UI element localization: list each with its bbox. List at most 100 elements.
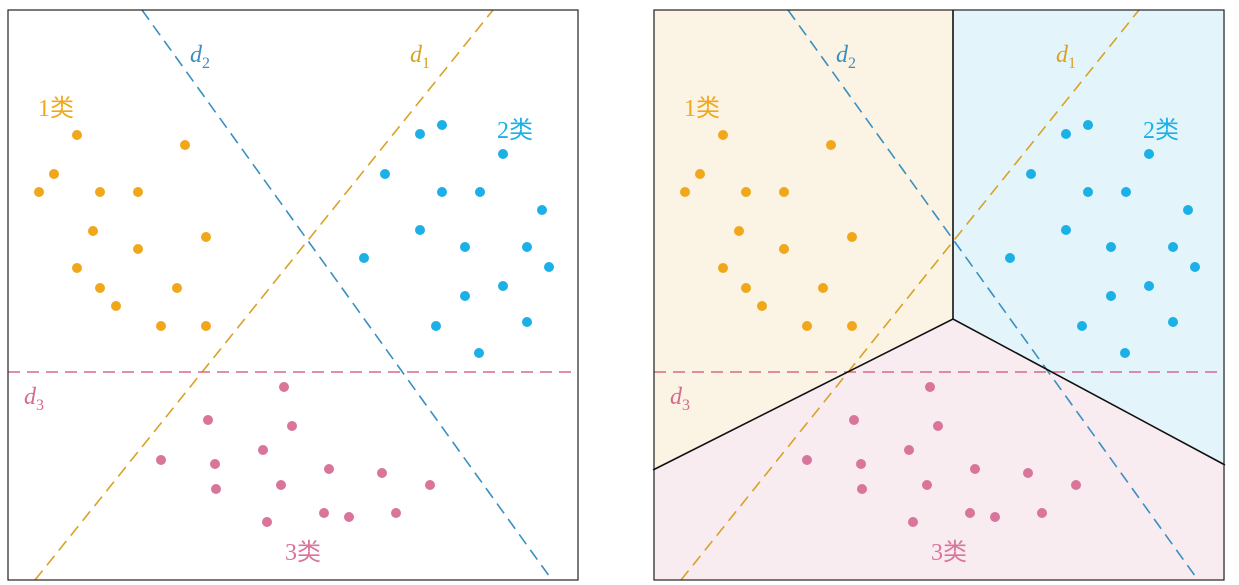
point: [111, 301, 121, 311]
boundary: [652, 318, 1226, 471]
point: [1121, 187, 1131, 197]
point: [779, 244, 789, 254]
point: [908, 517, 918, 527]
point: [34, 187, 44, 197]
point: [203, 415, 213, 425]
point: [258, 445, 268, 455]
point: [319, 508, 329, 518]
point: [757, 301, 767, 311]
region-3: [653, 319, 1225, 580]
point: [537, 205, 547, 215]
point: [970, 464, 980, 474]
point: [88, 226, 98, 236]
point: [1168, 317, 1178, 327]
line-subscript: 2: [202, 55, 210, 72]
line-subscript: 3: [36, 397, 44, 414]
line-symbol: d: [670, 384, 683, 410]
point: [1106, 242, 1116, 252]
line-subscript: 3: [682, 397, 690, 414]
class-label: 1类: [38, 95, 74, 122]
point: [498, 149, 508, 159]
line-label: d1: [1056, 42, 1076, 72]
class-label: 3类: [931, 539, 967, 566]
point: [49, 169, 59, 179]
line-symbol: d: [836, 42, 849, 68]
point: [201, 232, 211, 242]
point: [1037, 508, 1047, 518]
point: [1023, 468, 1033, 478]
region-1: [653, 10, 953, 470]
line-symbol: d: [24, 384, 37, 410]
point: [965, 508, 975, 518]
point: [201, 321, 211, 331]
point: [498, 281, 508, 291]
point: [211, 484, 221, 494]
point: [437, 120, 447, 130]
point: [734, 226, 744, 236]
point: [1144, 281, 1154, 291]
line-d1: [34, 9, 494, 581]
line-label: d2: [836, 42, 856, 72]
point: [180, 140, 190, 150]
point: [933, 421, 943, 431]
point: [847, 232, 857, 242]
class-label: 1类: [684, 95, 720, 122]
point: [1061, 129, 1071, 139]
point: [133, 187, 143, 197]
point: [72, 130, 82, 140]
point: [849, 415, 859, 425]
region-2: [953, 10, 1225, 465]
point: [718, 263, 728, 273]
point: [990, 512, 1000, 522]
line-subscript: 2: [848, 55, 856, 72]
point: [1061, 225, 1071, 235]
point: [1083, 120, 1093, 130]
point: [1026, 169, 1036, 179]
point: [695, 169, 705, 179]
point: [380, 169, 390, 179]
point: [431, 321, 441, 331]
line-label: d3: [24, 384, 44, 414]
point: [415, 129, 425, 139]
point: [95, 283, 105, 293]
point: [904, 445, 914, 455]
point: [1183, 205, 1193, 215]
frame: [653, 9, 1225, 581]
point: [1190, 262, 1200, 272]
point: [818, 283, 828, 293]
point: [857, 484, 867, 494]
point: [522, 317, 532, 327]
point: [802, 321, 812, 331]
line-label: d2: [190, 42, 210, 72]
line-subscript: 1: [422, 55, 430, 72]
point: [718, 130, 728, 140]
point: [1005, 253, 1015, 263]
point: [1144, 149, 1154, 159]
point: [95, 187, 105, 197]
point: [172, 283, 182, 293]
point: [522, 242, 532, 252]
point: [377, 468, 387, 478]
line-d1: [680, 9, 1140, 581]
line-label: d1: [410, 42, 430, 72]
point: [826, 140, 836, 150]
line-d2: [141, 9, 553, 581]
point: [425, 480, 435, 490]
class-label: 2类: [497, 117, 533, 144]
line-symbol: d: [190, 42, 203, 68]
point: [324, 464, 334, 474]
line-symbol: d: [1056, 42, 1069, 68]
point: [544, 262, 554, 272]
frame: [7, 9, 579, 581]
point: [779, 187, 789, 197]
point: [1120, 348, 1130, 358]
point: [802, 455, 812, 465]
point: [287, 421, 297, 431]
point: [741, 187, 751, 197]
point: [922, 480, 932, 490]
class-label: 2类: [1143, 117, 1179, 144]
point: [415, 225, 425, 235]
